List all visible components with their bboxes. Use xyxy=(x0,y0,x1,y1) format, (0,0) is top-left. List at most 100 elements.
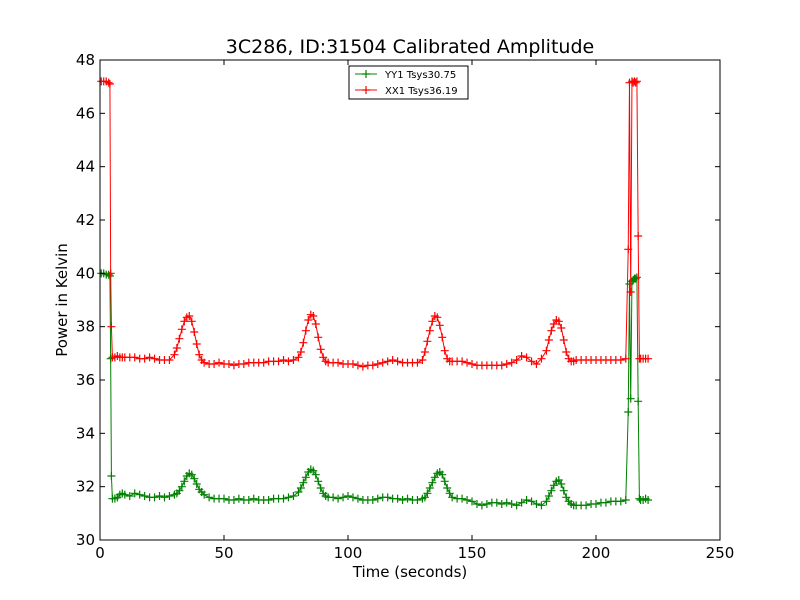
data-point xyxy=(373,494,382,503)
data-point xyxy=(160,493,169,502)
data-point xyxy=(177,325,186,334)
data-point xyxy=(517,352,526,360)
data-point xyxy=(420,348,429,356)
data-point xyxy=(537,501,546,510)
data-point xyxy=(542,346,551,355)
data-point xyxy=(634,232,643,240)
data-point xyxy=(463,496,472,504)
legend-box xyxy=(348,65,469,100)
data-point xyxy=(468,360,476,368)
x-tick-label: 150 xyxy=(458,544,487,562)
data-point xyxy=(398,496,407,504)
data-point xyxy=(244,496,253,504)
data-point xyxy=(249,494,258,503)
data-point xyxy=(185,312,194,320)
data-point xyxy=(631,78,640,87)
data-point xyxy=(542,497,551,506)
data-point xyxy=(435,321,444,330)
data-point xyxy=(259,358,268,367)
series-0 xyxy=(97,269,653,510)
data-point xyxy=(224,360,233,368)
data-point xyxy=(358,362,367,371)
data-point xyxy=(190,328,199,336)
legend-label: XX1 Tsys36.19 xyxy=(385,86,458,97)
data-point xyxy=(279,494,288,503)
chart-title: 3C286, ID:31504 Calibrated Amplitude xyxy=(226,36,594,58)
data-point xyxy=(527,497,536,506)
data-point xyxy=(383,357,392,366)
data-point xyxy=(425,484,434,492)
data-point xyxy=(562,348,571,356)
data-point xyxy=(296,484,305,492)
data-point xyxy=(547,486,556,495)
y-tick-label: 36 xyxy=(76,371,95,389)
data-point xyxy=(532,500,541,508)
y-tick-label: 44 xyxy=(76,158,95,176)
data-point xyxy=(532,360,541,368)
x-tick-label: 200 xyxy=(582,544,611,562)
data-point xyxy=(616,356,625,364)
data-point xyxy=(378,358,387,367)
data-point xyxy=(344,492,352,500)
data-point xyxy=(192,340,201,348)
tick-layer: 0 50 100 150 200 250 30 32 34 36 38 40 42 44 46 48 xyxy=(76,51,734,562)
data-point xyxy=(557,480,566,488)
data-point xyxy=(527,357,536,366)
data-point xyxy=(626,288,635,296)
data-point xyxy=(522,353,531,362)
data-point xyxy=(547,326,556,335)
data-point xyxy=(472,500,481,508)
data-point xyxy=(632,77,641,86)
data-point xyxy=(155,492,164,500)
y-axis-label: Power in Kelvin xyxy=(53,243,71,357)
data-point xyxy=(229,361,238,370)
data-point xyxy=(458,357,467,366)
data-point xyxy=(438,470,447,479)
data-point xyxy=(383,493,392,502)
data-point xyxy=(517,498,526,507)
data-point xyxy=(180,477,189,486)
data-point xyxy=(215,358,224,367)
data-point xyxy=(557,324,566,332)
data-point xyxy=(626,394,635,403)
data-point xyxy=(423,337,432,346)
data-point xyxy=(492,498,501,507)
data-point xyxy=(477,501,486,510)
data-point xyxy=(150,493,159,502)
data-point xyxy=(388,356,397,364)
data-point xyxy=(130,489,139,498)
data-point xyxy=(296,348,305,356)
data-point xyxy=(468,497,476,506)
data-point xyxy=(497,500,506,508)
data-point xyxy=(507,358,516,367)
data-point xyxy=(544,336,553,344)
data-point xyxy=(443,484,452,492)
data-point xyxy=(105,80,114,88)
legend-marker xyxy=(362,70,370,78)
data-point xyxy=(334,494,343,503)
data-point xyxy=(393,357,402,366)
data-point xyxy=(279,356,288,364)
data-point xyxy=(150,354,159,363)
data-point xyxy=(368,361,377,370)
data-point xyxy=(601,498,610,507)
data-point xyxy=(334,358,343,367)
y-tick-label: 42 xyxy=(76,211,95,229)
data-point xyxy=(440,477,449,486)
data-point xyxy=(502,360,511,368)
data-point xyxy=(316,484,325,492)
data-point xyxy=(314,477,323,486)
data-point xyxy=(200,358,209,367)
data-point xyxy=(311,320,320,328)
data-point xyxy=(559,336,568,344)
data-point xyxy=(512,356,521,364)
data-point xyxy=(145,353,154,362)
legend: YY1 Tsys30.75 XX1 Tsys36.19 xyxy=(348,65,469,100)
series-layer xyxy=(97,77,653,510)
data-point xyxy=(582,501,591,510)
data-point xyxy=(497,361,506,370)
y-tick-label: 34 xyxy=(76,424,95,442)
data-point xyxy=(170,350,179,359)
data-point xyxy=(172,344,181,352)
